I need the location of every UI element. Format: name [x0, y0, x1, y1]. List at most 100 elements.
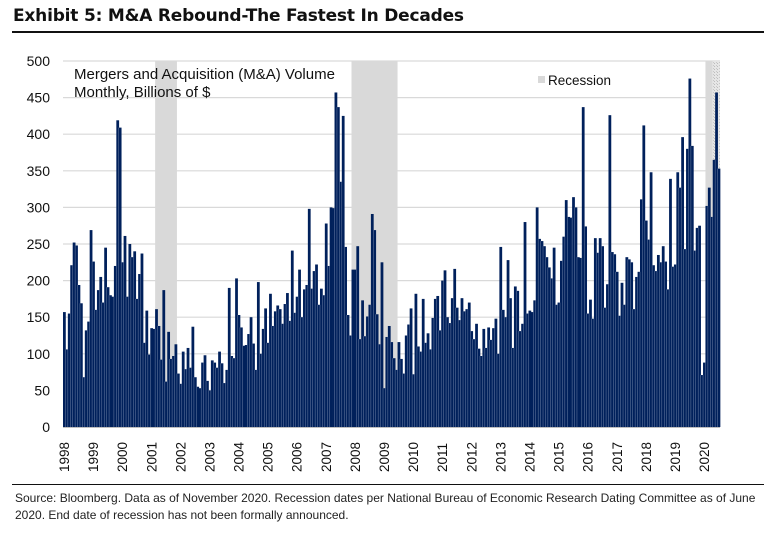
bar-month-195 [533, 300, 537, 427]
bar-month-138 [395, 369, 398, 427]
bar-month-224 [603, 307, 607, 427]
bar-month-190 [521, 323, 524, 427]
title-rule [12, 31, 764, 33]
bar-month-214 [579, 257, 583, 427]
bar-month-164 [458, 320, 461, 427]
x-axis-ticks: 1998 1999 2000 2001 2002 2003 2004 2005 2006 2007… [57, 441, 712, 472]
x-tick-label-2002: 2002 [173, 442, 188, 472]
bar-month-229 [615, 271, 619, 427]
bar-month-119 [349, 335, 352, 427]
bar-month-179 [494, 318, 498, 427]
bar-month-168 [467, 302, 471, 427]
bar-month-258 [686, 148, 689, 427]
bar-month-17 [101, 302, 105, 427]
bar-month-182 [501, 309, 505, 427]
y-tick-label-250: 250 [27, 236, 51, 252]
bar-month-162 [453, 268, 457, 427]
bar-month-18 [104, 247, 107, 427]
bar-month-127 [368, 304, 372, 427]
bar-month-56 [196, 386, 200, 427]
bar-month-4 [70, 265, 74, 427]
bar-month-27 [126, 296, 129, 427]
bar-month-169 [470, 331, 474, 427]
bar-month-101 [305, 284, 309, 427]
bar-month-270 [715, 92, 718, 427]
bar-month-252 [671, 266, 675, 427]
y-tick-label-150: 150 [27, 309, 51, 325]
bar-month-141 [402, 373, 406, 427]
bar-month-192 [526, 313, 529, 427]
bar-month-153 [431, 317, 435, 427]
y-tick-label-100: 100 [27, 346, 51, 362]
x-tick-label-2017: 2017 [610, 442, 625, 472]
bar-month-113 [334, 92, 338, 427]
bar-month-178 [492, 328, 495, 427]
bar-month-180 [496, 353, 500, 427]
bar-month-209 [567, 216, 571, 427]
bar-month-97 [295, 296, 299, 427]
bar-month-74 [239, 327, 243, 427]
x-tick-label-2003: 2003 [202, 442, 217, 472]
bar-month-166 [463, 311, 466, 427]
x-tick-label-2020: 2020 [697, 442, 712, 472]
bar-month-244 [652, 265, 655, 427]
bar-month-159 [446, 317, 449, 427]
bar-month-96 [293, 312, 297, 427]
bar-month-246 [656, 254, 660, 427]
bar-month-211 [572, 197, 575, 427]
bar-month-264 [700, 375, 704, 427]
bar-month-191 [523, 222, 527, 427]
bar-month-266 [705, 205, 709, 427]
bar-month-213 [576, 257, 580, 427]
bar-month-234 [627, 259, 631, 427]
bar-month-137 [392, 358, 396, 427]
bar-month-131 [378, 344, 381, 427]
bar-month-89 [276, 305, 280, 427]
bars [63, 78, 721, 428]
bar-month-10 [84, 330, 88, 427]
bar-month-146 [414, 293, 418, 427]
bar-month-181 [499, 246, 503, 427]
x-tick-label-2007: 2007 [319, 442, 334, 472]
bar-month-6 [75, 245, 78, 427]
bar-month-80 [254, 369, 258, 427]
bar-month-55 [193, 377, 197, 427]
bar-month-223 [601, 246, 604, 427]
bar-month-161 [450, 298, 454, 427]
bar-month-60 [206, 380, 209, 427]
bar-month-188 [516, 290, 520, 427]
bar-month-212 [574, 207, 578, 427]
x-tick-label-2013: 2013 [493, 442, 508, 472]
bar-month-150 [424, 342, 428, 427]
bar-month-215 [581, 107, 585, 427]
bar-month-145 [412, 374, 415, 427]
bar-month-68 [225, 369, 229, 427]
bar-month-177 [489, 339, 493, 427]
page-title: Exhibit 5: M&A Rebound-The Fastest In De… [13, 6, 464, 26]
bar-month-227 [610, 252, 614, 427]
bar-month-174 [482, 328, 486, 427]
bar-month-123 [358, 339, 362, 427]
x-tick-label-2019: 2019 [668, 442, 683, 472]
x-tick-label-1999: 1999 [86, 442, 101, 472]
bar-month-226 [608, 115, 612, 427]
bar-month-249 [664, 261, 668, 427]
bar-month-240 [642, 125, 646, 427]
bar-month-13 [92, 261, 95, 427]
bar-month-7 [77, 284, 81, 427]
bar-month-22 [113, 265, 117, 427]
bar-month-239 [639, 199, 643, 427]
bar-month-109 [324, 223, 328, 427]
bar-month-267 [707, 187, 711, 427]
bar-month-118 [346, 315, 350, 427]
bar-month-198 [540, 241, 544, 427]
bar-month-8 [79, 303, 83, 427]
bar-month-172 [477, 348, 481, 427]
bar-month-221 [596, 252, 600, 427]
bar-month-106 [317, 304, 321, 427]
bar-month-245 [654, 271, 658, 427]
bar-month-114 [336, 107, 340, 427]
bar-month-147 [416, 346, 420, 427]
bar-month-66 [220, 363, 224, 427]
bar-month-149 [421, 298, 425, 427]
